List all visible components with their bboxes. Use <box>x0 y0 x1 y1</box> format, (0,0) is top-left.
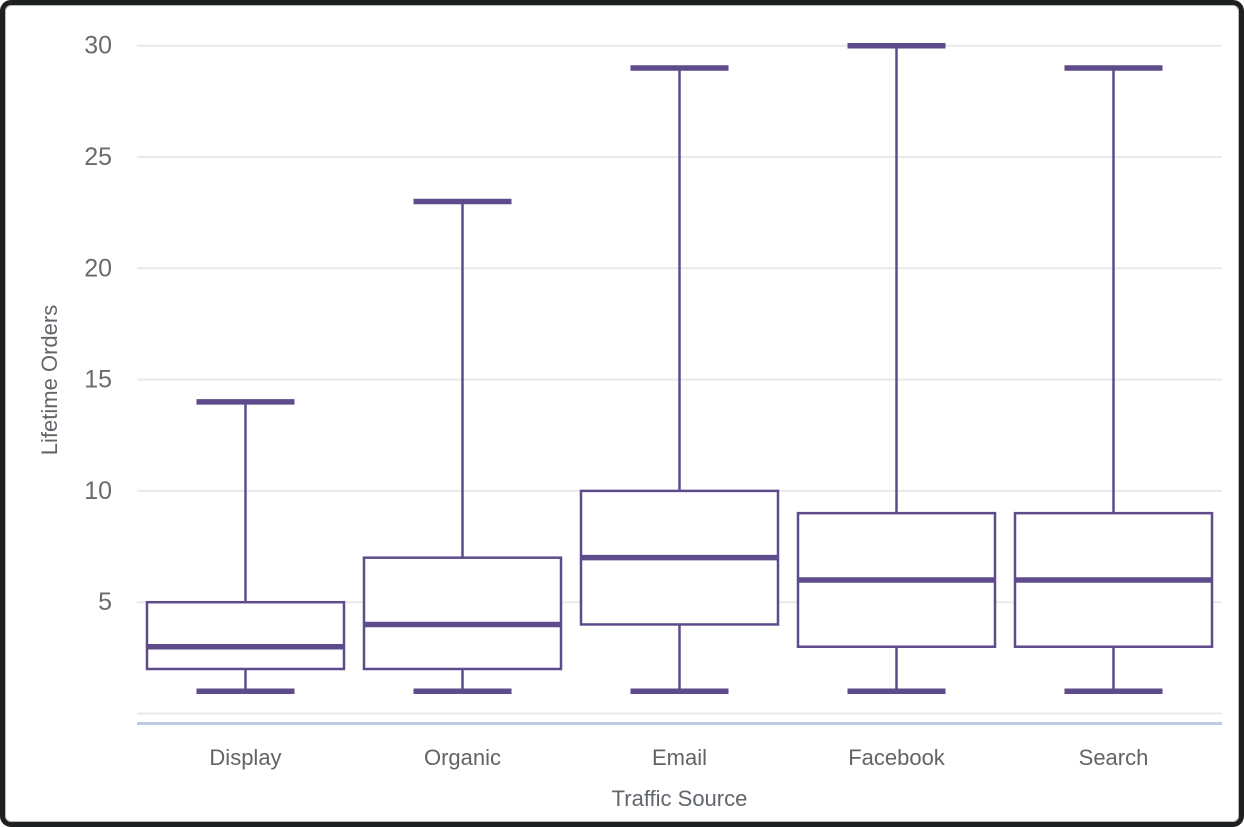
box-and-whisker-display[interactable] <box>145 399 346 694</box>
y-tick-label: 25 <box>84 143 112 171</box>
y-tick-label: 20 <box>84 254 112 282</box>
box-and-whisker-facebook[interactable] <box>796 42 997 694</box>
x-category-label: Facebook <box>848 745 946 770</box>
iqr-box <box>362 556 563 671</box>
x-category-label: Search <box>1079 745 1149 770</box>
x-category-label: Organic <box>424 745 501 770</box>
box-layer <box>145 42 1214 694</box>
iqr-box <box>145 600 346 671</box>
y-tick-label: 10 <box>84 477 112 505</box>
box-and-whisker-email[interactable] <box>579 65 780 694</box>
box-and-whisker-organic[interactable] <box>362 198 563 694</box>
y-tick-label: 5 <box>98 588 112 616</box>
box-and-whisker-search[interactable] <box>1013 65 1214 694</box>
x-axis-title: Traffic Source <box>612 786 748 811</box>
x-category-label: Email <box>652 745 707 770</box>
y-tick-label: 30 <box>84 32 112 60</box>
label-layer: Lifetime Orders Traffic Source Display Or… <box>37 305 1148 811</box>
y-tick-label: 15 <box>84 366 112 394</box>
x-category-label: Display <box>209 745 281 770</box>
y-axis-title: Lifetime Orders <box>37 305 62 455</box>
